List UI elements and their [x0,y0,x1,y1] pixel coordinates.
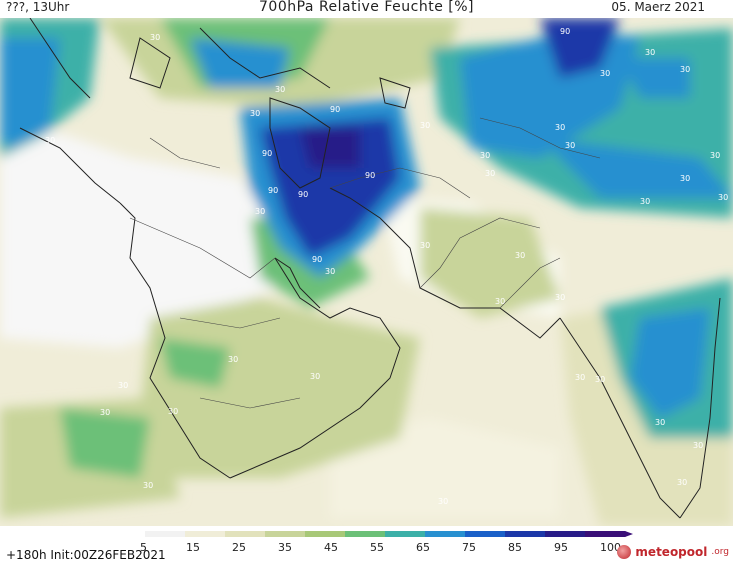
colorbar-tick-label: 100 [600,541,621,554]
logo-globe-icon [617,545,632,559]
colorbar-segment [305,531,346,537]
colorbar-tick-label: 95 [554,541,568,554]
svg-text:30: 30 [420,121,430,130]
svg-text:90: 90 [365,171,375,180]
svg-text:90: 90 [560,27,570,36]
logo-text: meteopool [635,545,708,559]
svg-text:30: 30 [485,169,495,178]
colorbar [105,531,633,537]
svg-text:30: 30 [555,293,565,302]
svg-text:90: 90 [330,105,340,114]
borders [129,117,601,409]
svg-text:90: 90 [312,255,322,264]
svg-text:30: 30 [250,109,260,118]
svg-text:30: 30 [718,193,728,202]
svg-text:30: 30 [693,441,703,450]
colorbar-tick-label: 25 [232,541,246,554]
svg-text:30: 30 [680,65,690,74]
svg-text:30: 30 [150,33,160,42]
header: ???, 13Uhr 700hPa Relative Feuchte [%] 0… [0,0,733,18]
colorbar-segment [105,531,146,537]
svg-text:30: 30 [100,408,110,417]
svg-text:30: 30 [118,381,128,390]
colorbar-segment [545,531,586,537]
humidity-map: 30 30 30 30 30 30 30 30 30 30 30 30 30 3… [0,18,733,526]
svg-text:30: 30 [480,151,490,160]
svg-text:30: 30 [645,48,655,57]
contour-labels: 30 30 30 30 30 30 30 30 30 30 30 30 30 3… [45,27,728,506]
colorbar-tick-label: 85 [508,541,522,554]
svg-text:90: 90 [262,149,272,158]
svg-text:30: 30 [168,407,178,416]
svg-text:90: 90 [268,186,278,195]
colorbar-segment [585,531,626,537]
valid-date: 05. Maerz 2021 [611,0,705,14]
forecast-time-label: ???, 13Uhr [6,0,70,14]
svg-text:30: 30 [228,355,238,364]
colorbar-tick-label: 75 [462,541,476,554]
svg-text:30: 30 [438,497,448,506]
colorbar-segment [465,531,506,537]
colorbar-segment [225,531,266,537]
colorbar-segment [505,531,546,537]
svg-text:30: 30 [45,136,55,145]
svg-text:30: 30 [575,373,585,382]
colorbar-segment [425,531,466,537]
svg-text:30: 30 [565,141,575,150]
humidity-field [0,18,733,526]
svg-text:30: 30 [255,207,265,216]
svg-text:30: 30 [600,69,610,78]
svg-text:30: 30 [310,372,320,381]
svg-text:30: 30 [325,267,335,276]
colorbar-segment [265,531,306,537]
svg-text:30: 30 [677,478,687,487]
svg-text:30: 30 [595,375,605,384]
meteopool-logo[interactable]: meteopool .org [617,545,729,559]
map-title: 700hPa Relative Feuchte [%] [259,0,474,15]
colorbar-segment [345,531,386,537]
colorbar-end-arrow [625,531,633,537]
run-info: +180h Init:00Z26FEB2021 [6,548,166,562]
colorbar-segment [145,531,186,537]
colorbar-segment [385,531,426,537]
svg-text:30: 30 [515,251,525,260]
svg-text:30: 30 [143,481,153,490]
svg-text:30: 30 [710,151,720,160]
colorbar-tick-label: 15 [186,541,200,554]
svg-text:30: 30 [655,418,665,427]
colorbar-tick-label: 5 [140,541,147,554]
svg-text:30: 30 [275,85,285,94]
colorbar-tick-label: 45 [324,541,338,554]
colorbar-segment [185,531,226,537]
logo-suffix: .org [711,547,729,557]
coastlines [19,18,721,519]
colorbar-tick-label: 35 [278,541,292,554]
colorbar-tick-label: 65 [416,541,430,554]
colorbar-tick-label: 55 [370,541,384,554]
svg-text:30: 30 [495,297,505,306]
svg-text:30: 30 [640,197,650,206]
svg-text:90: 90 [298,190,308,199]
svg-text:30: 30 [680,174,690,183]
svg-text:30: 30 [555,123,565,132]
svg-text:30: 30 [420,241,430,250]
